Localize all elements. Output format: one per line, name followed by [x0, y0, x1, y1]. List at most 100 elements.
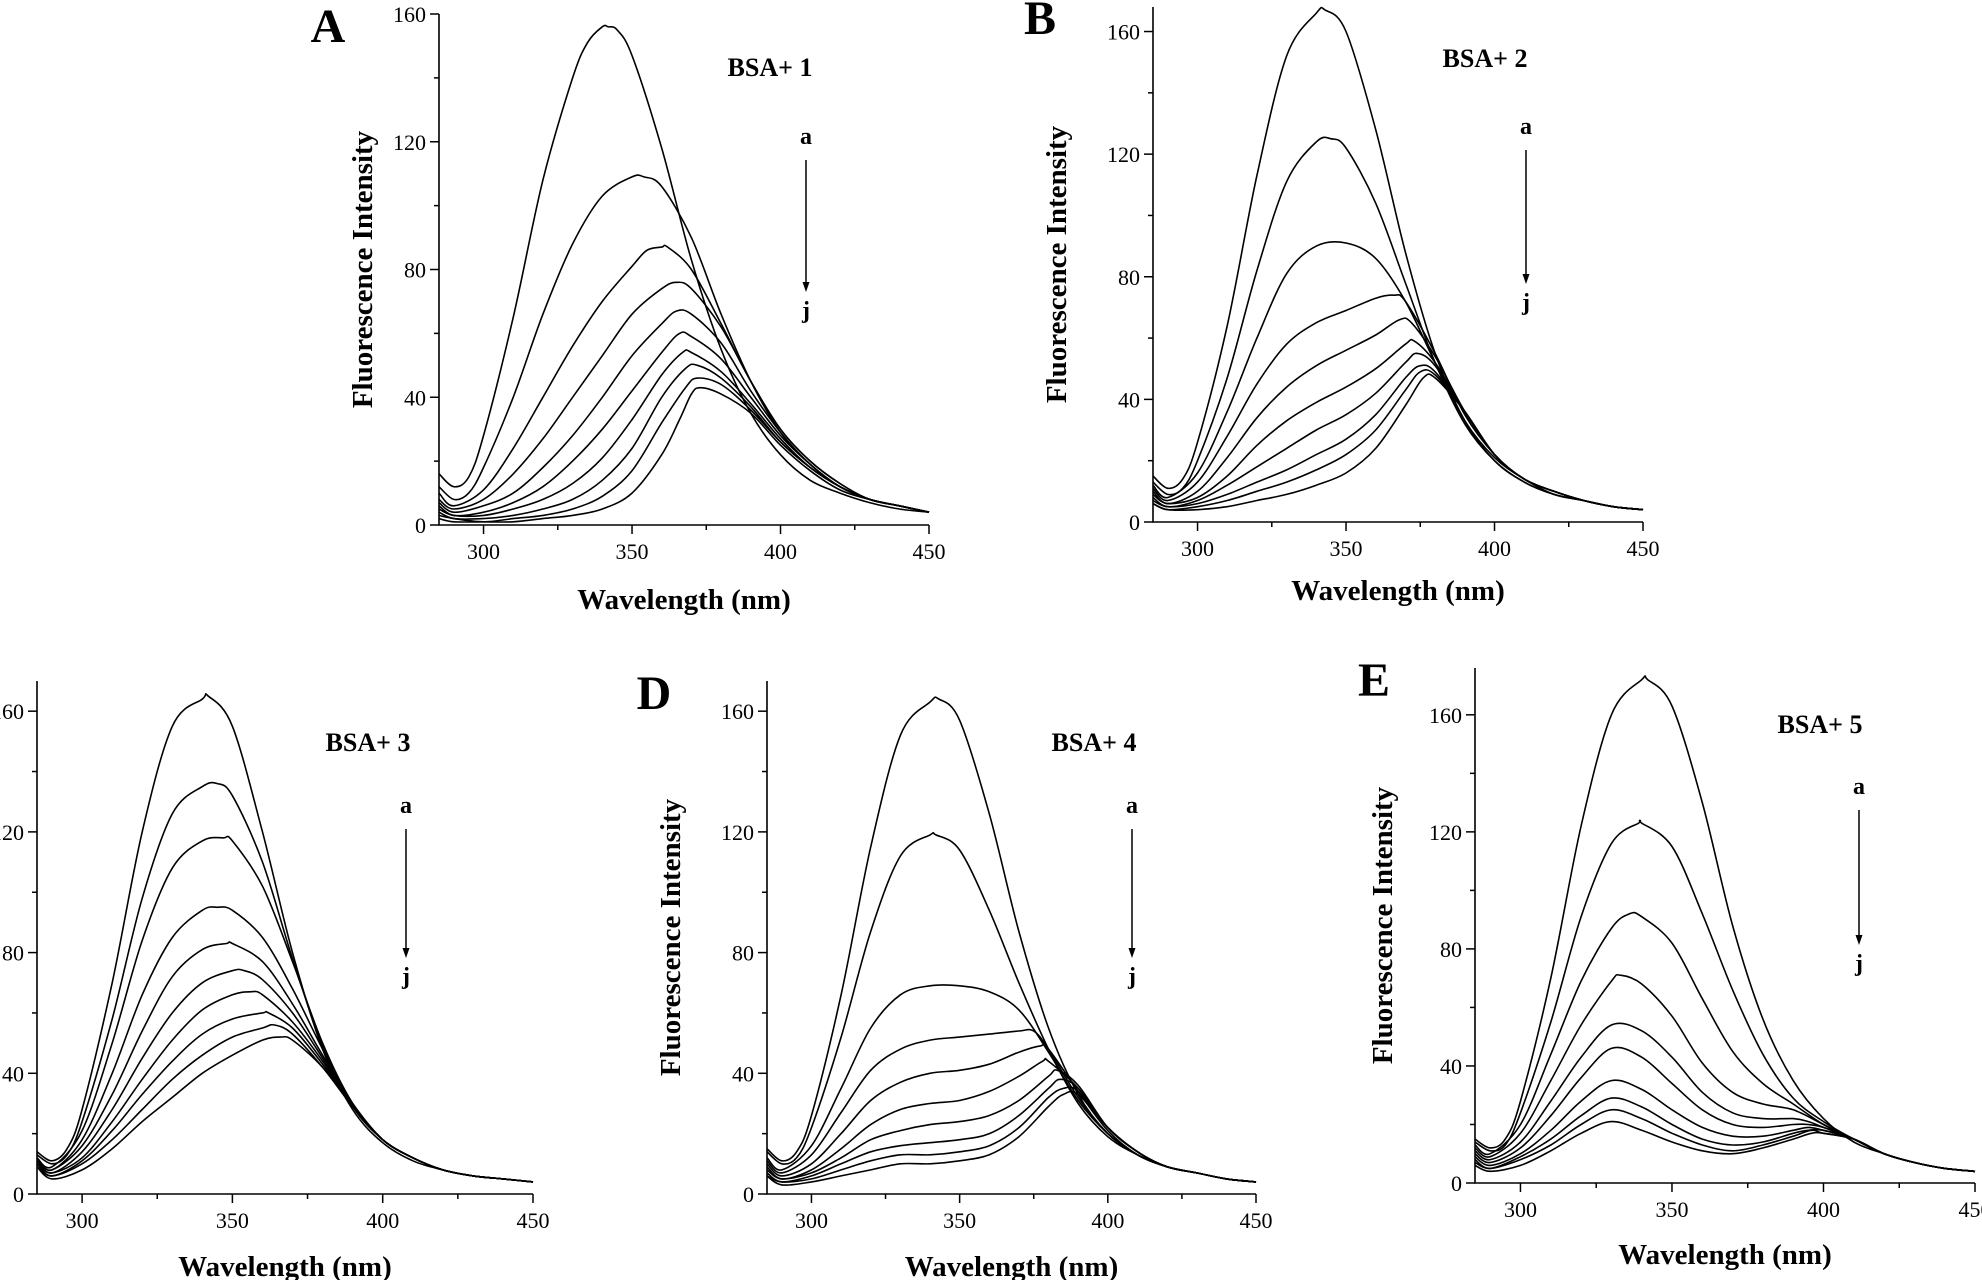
y-axis-title: Fluorescence Intensity [655, 798, 687, 1076]
x-tick-label: 450 [517, 1208, 550, 1233]
x-axis-title: Wavelength (nm) [178, 1251, 391, 1280]
series-line-g [766, 1069, 1257, 1183]
series-line-i [1152, 369, 1644, 511]
y-tick-label: 80 [2, 941, 24, 966]
series-line-e [1474, 1022, 1976, 1173]
x-axis-title: Wavelength (nm) [577, 584, 790, 616]
series-line-b [438, 174, 930, 513]
panel-letter: D [637, 667, 672, 720]
series-line-j [36, 1035, 534, 1183]
sample-label: BSA+ 5 [1778, 710, 1863, 739]
series-line-c [766, 984, 1257, 1183]
series-line-f [438, 331, 930, 517]
series-line-b [1152, 136, 1644, 511]
x-tick-label: 300 [467, 539, 500, 564]
series-line-b [766, 831, 1257, 1183]
x-tick-label: 300 [1181, 536, 1214, 561]
y-tick-label: 160 [1429, 703, 1462, 728]
y-tick-label: 80 [732, 941, 754, 966]
y-tick-label: 120 [721, 820, 754, 845]
y-tick-label: 0 [13, 1182, 24, 1207]
arrow-head-icon [802, 282, 810, 292]
y-tick-label: 40 [732, 1061, 754, 1086]
x-axis-title: Wavelength (nm) [1291, 575, 1504, 607]
y-tick-label: 160 [1107, 20, 1140, 45]
x-tick-label: 400 [1807, 1197, 1840, 1222]
x-tick-label: 400 [764, 539, 797, 564]
arrow-start-label: a [400, 793, 412, 819]
x-tick-label: 400 [366, 1208, 399, 1233]
arrow-head-icon [1128, 948, 1136, 958]
x-tick-label: 400 [1091, 1208, 1124, 1233]
x-tick-label: 400 [1478, 536, 1511, 561]
arrow-start-label: a [1853, 774, 1865, 800]
x-tick-label: 450 [913, 539, 946, 564]
series-line-i [36, 1023, 534, 1183]
x-tick-label: 350 [216, 1208, 249, 1233]
y-tick-label: 0 [1129, 510, 1140, 535]
x-tick-label: 350 [616, 539, 649, 564]
y-tick-label: 80 [1118, 265, 1140, 290]
y-tick-label: 120 [1107, 142, 1140, 167]
y-tick-label: 120 [0, 820, 24, 845]
arrow-end-label: j [801, 298, 810, 324]
sample-label: BSA+ 3 [326, 728, 411, 757]
series-line-h [766, 1078, 1257, 1183]
x-tick-label: 300 [1504, 1197, 1537, 1222]
x-axis-title: Wavelength (nm) [905, 1251, 1118, 1280]
axis-frame [36, 681, 533, 1195]
axis-frame [1474, 668, 1975, 1184]
y-tick-label: 40 [1118, 387, 1140, 412]
arrow-end-label: j [1854, 951, 1863, 977]
series-line-j [1152, 373, 1644, 512]
series-line-i [438, 377, 930, 523]
series-line-c [1474, 911, 1976, 1173]
x-tick-label: 350 [1655, 1197, 1688, 1222]
sample-label: BSA+ 4 [1052, 728, 1137, 757]
series-line-f [1152, 338, 1644, 511]
y-tick-label: 0 [415, 513, 426, 538]
x-tick-label: 350 [1330, 536, 1363, 561]
y-tick-label: 160 [721, 699, 754, 724]
arrow-head-icon [402, 948, 410, 958]
arrow-start-label: a [1520, 114, 1532, 140]
series-line-a [438, 24, 930, 513]
series-line-g [438, 349, 930, 518]
sample-label: BSA+ 2 [1443, 44, 1528, 73]
series-line-a [1152, 6, 1644, 511]
y-axis-title: Fluorescence Intensity [1367, 786, 1399, 1064]
panel-letter: B [1024, 0, 1056, 45]
series-line-c [438, 244, 930, 513]
y-axis-title: Fluorescence Intensity [1041, 125, 1073, 403]
series-line-j [766, 1090, 1257, 1186]
x-tick-label: 450 [1240, 1208, 1273, 1233]
x-tick-label: 350 [943, 1208, 976, 1233]
y-tick-label: 40 [1440, 1054, 1462, 1079]
y-tick-label: 0 [1451, 1171, 1462, 1196]
series-line-g [1474, 1079, 1976, 1173]
y-tick-label: 80 [1440, 937, 1462, 962]
x-tick-label: 450 [1627, 536, 1660, 561]
y-tick-label: 0 [743, 1182, 754, 1207]
sample-label: BSA+ 1 [728, 53, 813, 82]
x-tick-label: 450 [1959, 1197, 1982, 1222]
x-tick-label: 300 [66, 1208, 99, 1233]
series-line-d [1474, 973, 1976, 1173]
panel-letter: E [1358, 654, 1390, 707]
panel-letter: A [311, 0, 346, 53]
arrow-start-label: a [1126, 793, 1138, 819]
x-tick-label: 300 [795, 1208, 828, 1233]
arrow-end-label: j [1127, 964, 1136, 990]
series-line-e [36, 941, 534, 1183]
series-line-g [1152, 352, 1644, 511]
series-line-c [36, 835, 534, 1183]
arrow-start-label: a [800, 124, 812, 150]
series-line-j [1474, 1120, 1976, 1173]
arrow-head-icon [1855, 935, 1863, 945]
series-line-j [438, 386, 930, 523]
x-axis-title: Wavelength (nm) [1618, 1239, 1831, 1271]
y-tick-label: 160 [0, 699, 24, 724]
arrow-end-label: j [401, 964, 410, 990]
y-tick-label: 160 [393, 2, 426, 27]
